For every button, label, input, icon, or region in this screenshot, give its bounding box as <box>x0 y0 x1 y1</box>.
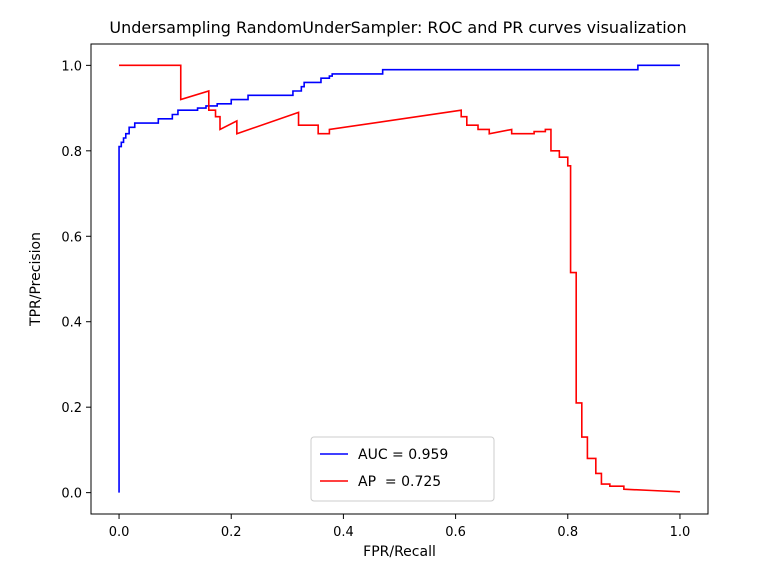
y-axis: 0.0 0.2 0.4 0.6 0.8 1.0 <box>61 59 91 502</box>
y-tick-label: 0.4 <box>61 316 82 331</box>
y-tick-label: 1.0 <box>61 59 82 74</box>
x-tick-label: 0.0 <box>109 525 130 540</box>
x-tick-label: 0.6 <box>445 525 466 540</box>
plot-area: 0.0 0.2 0.4 0.6 0.8 1.0 0.0 0.2 0.4 0.6 0.8 1.0 <box>61 43 709 540</box>
x-tick-label: 0.8 <box>557 525 578 540</box>
plot-frame <box>90 43 709 515</box>
legend: AUC = 0.959 AP = 0.725 <box>310 436 495 502</box>
legend-label-auc: AUC = 0.959 <box>358 447 448 463</box>
series-layer <box>118 64 680 493</box>
x-tick-label: 1.0 <box>670 525 691 540</box>
x-tick-label: 0.2 <box>221 525 242 540</box>
pr-curve-line <box>119 64 680 493</box>
legend-box <box>310 436 495 502</box>
x-tick-label: 0.4 <box>333 525 354 540</box>
y-axis-label: TPR/Precision <box>28 232 44 327</box>
x-axis-label: FPR/Recall <box>363 544 436 560</box>
x-axis: 0.0 0.2 0.4 0.6 0.8 1.0 <box>109 514 691 540</box>
chart-title: Undersampling RandomUnderSampler: ROC an… <box>109 18 686 37</box>
y-tick-label: 0.6 <box>61 230 82 245</box>
roc-curve-line <box>118 64 680 493</box>
y-tick-label: 0.2 <box>61 401 82 416</box>
y-tick-label: 0.0 <box>61 487 82 502</box>
legend-label-ap: AP = 0.725 <box>358 474 441 490</box>
y-tick-label: 0.8 <box>61 145 82 160</box>
